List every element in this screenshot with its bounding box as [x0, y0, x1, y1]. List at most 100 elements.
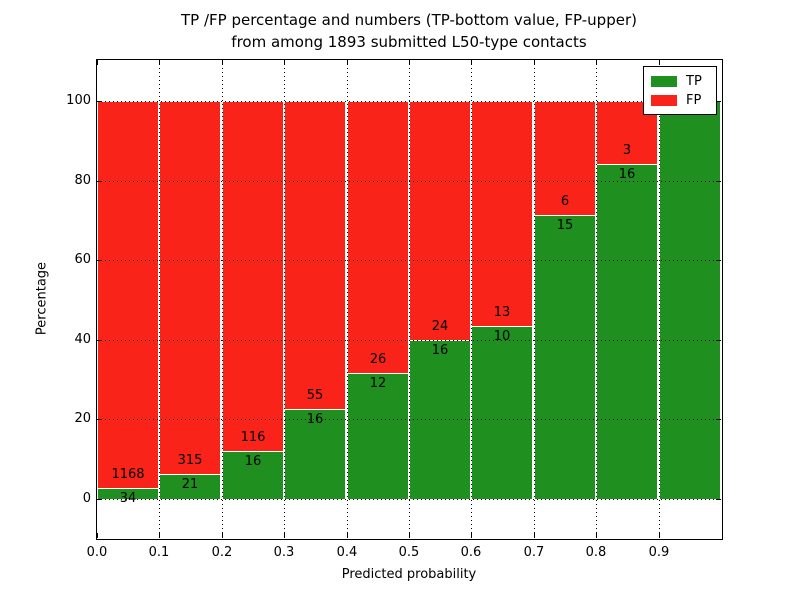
- x-tick-label: 0.8: [585, 545, 607, 560]
- chart-title: TP /FP percentage and numbers (TP-bottom…: [97, 9, 721, 53]
- y-tick-label: 100: [66, 93, 91, 108]
- y-axis-label: Percentage: [34, 261, 50, 336]
- bar-fp-segment: [409, 101, 471, 340]
- bar-tp-count-label: 21: [181, 477, 199, 492]
- fp-legend-label: FP: [686, 93, 702, 108]
- bar-tp-count-label: 10: [493, 329, 511, 344]
- y-tick-left: [97, 499, 102, 500]
- y-tick-right: [716, 260, 721, 261]
- x-gridline: [284, 60, 285, 538]
- bar-tp-count-label: 16: [618, 167, 636, 182]
- bar-tp-segment: [222, 451, 284, 499]
- tp-legend-label: TP: [686, 74, 702, 89]
- bar-tp-count-label: 15: [556, 218, 574, 233]
- x-gridline: [596, 60, 597, 538]
- x-tick-bottom: [284, 533, 285, 538]
- chart-title-line1: TP /FP percentage and numbers (TP-bottom…: [181, 11, 637, 29]
- y-tick-left: [97, 101, 102, 102]
- bar-fp-segment: [534, 101, 596, 215]
- x-gridline: [222, 60, 223, 538]
- bar-fp-count-label: 1168: [111, 467, 145, 482]
- y-tick-label: 0: [82, 491, 91, 506]
- x-tick-label: 0.5: [398, 545, 420, 560]
- bar-tp-count-label: 16: [244, 454, 262, 469]
- x-tick-bottom: [596, 533, 597, 538]
- x-gridline: [534, 60, 535, 538]
- x-tick-bottom: [534, 533, 535, 538]
- x-gridline: [659, 60, 660, 538]
- fp-legend-swatch: [651, 95, 677, 106]
- y-tick-right: [716, 340, 721, 341]
- y-tick-label: 20: [74, 411, 91, 426]
- y-tick-label: 40: [74, 332, 91, 347]
- y-tick-right: [716, 181, 721, 182]
- bar-fp-segment: [97, 101, 159, 488]
- y-tick-label: 60: [74, 252, 91, 267]
- x-tick-top: [347, 60, 348, 65]
- y-tick-right: [716, 101, 721, 102]
- y-tick-left: [97, 340, 102, 341]
- bar-fp-count-label: 55: [306, 388, 324, 403]
- bar-tp-segment: [284, 409, 346, 499]
- x-tick-label: 0.7: [523, 545, 545, 560]
- x-gridline: [159, 60, 160, 538]
- x-tick-label: 0.9: [648, 545, 670, 560]
- bar-fp-count-label: 24: [431, 319, 449, 334]
- x-tick-label: 0.1: [148, 545, 170, 560]
- x-tick-label: 0.4: [336, 545, 358, 560]
- x-tick-label: 0.6: [460, 545, 482, 560]
- x-gridline: [347, 60, 348, 538]
- y-tick-left: [97, 419, 102, 420]
- x-axis-label: Predicted probability: [341, 567, 477, 582]
- x-tick-bottom: [159, 533, 160, 538]
- x-gridline: [471, 60, 472, 538]
- bar-tp-segment: [596, 164, 658, 499]
- bar-fp-count-label: 3: [622, 143, 632, 158]
- x-tick-top: [409, 60, 410, 65]
- x-tick-top: [97, 60, 98, 65]
- y-tick-label: 80: [74, 173, 91, 188]
- bar-fp-segment: [284, 101, 346, 409]
- x-tick-label: 0.2: [211, 545, 233, 560]
- bar-tp-segment: [659, 101, 721, 499]
- bar-tp-count-label: 16: [431, 343, 449, 358]
- x-tick-bottom: [659, 533, 660, 538]
- bar-fp-count-label: 116: [240, 430, 266, 445]
- bar-tp-segment: [471, 326, 533, 499]
- y-tick-right: [716, 499, 721, 500]
- bar-tp-segment: [159, 474, 221, 499]
- x-tick-label: 0.3: [273, 545, 295, 560]
- x-gridline: [409, 60, 410, 538]
- legend-item-tp: TP: [651, 72, 709, 91]
- x-tick-top: [159, 60, 160, 65]
- bar-fp-segment: [159, 101, 221, 474]
- bar-tp-segment: [97, 488, 159, 499]
- bar-tp-segment: [347, 373, 409, 499]
- x-tick-top: [284, 60, 285, 65]
- y-tick-left: [97, 181, 102, 182]
- legend: TP FP: [643, 66, 717, 115]
- y-tick-left: [97, 260, 102, 261]
- bar-fp-count-label: 315: [177, 453, 203, 468]
- bar-fp-count-label: 13: [493, 305, 511, 320]
- x-tick-bottom: [471, 533, 472, 538]
- x-tick-bottom: [97, 533, 98, 538]
- x-tick-top: [222, 60, 223, 65]
- chart-title-line2: from among 1893 submitted L50-type conta…: [231, 33, 587, 51]
- x-tick-bottom: [409, 533, 410, 538]
- x-tick-bottom: [347, 533, 348, 538]
- bar-fp-count-label: 6: [560, 194, 570, 209]
- bar-fp-count-label: 26: [369, 352, 387, 367]
- bar-fp-segment: [471, 101, 533, 326]
- x-tick-top: [659, 60, 660, 65]
- x-tick-top: [534, 60, 535, 65]
- x-tick-bottom: [222, 533, 223, 538]
- bar-tp-segment: [534, 215, 596, 499]
- bar-tp-count-label: 34: [119, 491, 137, 506]
- legend-item-fp: FP: [651, 91, 709, 110]
- x-tick-top: [471, 60, 472, 65]
- y-tick-right: [716, 419, 721, 420]
- tp-legend-swatch: [651, 76, 677, 87]
- x-tick-top: [596, 60, 597, 65]
